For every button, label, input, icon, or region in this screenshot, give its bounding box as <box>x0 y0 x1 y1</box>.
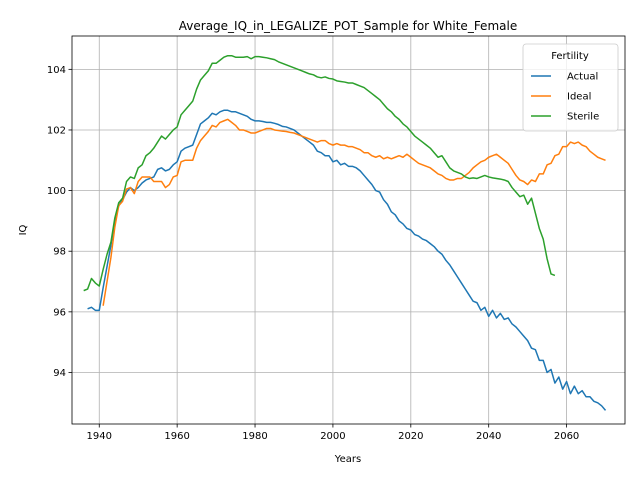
y-tick-label: 104 <box>47 65 66 76</box>
legend-label-actual: Actual <box>567 72 598 83</box>
x-axis-label: Years <box>334 454 361 465</box>
series-layer <box>83 54 607 411</box>
series-line-ideal <box>102 118 606 306</box>
y-tick-label: 96 <box>53 307 66 318</box>
ticks: 1940 1960 1980 2000 2020 2040 2060 94 96 98 100 102… <box>47 65 579 442</box>
y-tick-label: 102 <box>47 125 66 136</box>
y-tick-label: 98 <box>53 247 66 258</box>
legend-label-ideal: Ideal <box>567 92 591 103</box>
y-tick-label: 94 <box>53 368 66 379</box>
x-tick-label: 1940 <box>87 431 112 442</box>
legend-title: Fertility <box>551 51 589 62</box>
series-line-actual <box>87 109 607 411</box>
x-tick-label: 2040 <box>476 431 501 442</box>
x-tick-label: 1980 <box>242 431 267 442</box>
chart-title: Average_IQ_in_LEGALIZE_POT_Sample for Wh… <box>179 19 517 33</box>
x-tick-label: 2060 <box>554 431 579 442</box>
legend: Fertility Actual Ideal Sterile <box>522 43 619 132</box>
legend-entries: Actual Ideal Sterile <box>531 72 599 123</box>
x-tick-label: 2000 <box>320 431 345 442</box>
legend-label-sterile: Sterile <box>567 112 599 123</box>
x-tick-label: 1960 <box>164 431 189 442</box>
axes-frame <box>71 35 626 425</box>
series-line-sterile <box>83 54 556 292</box>
y-axis-label: IQ <box>18 224 29 235</box>
x-tick-label: 2020 <box>398 431 423 442</box>
grid <box>72 36 625 424</box>
y-tick-label: 100 <box>47 186 66 197</box>
legend-box <box>522 43 619 132</box>
